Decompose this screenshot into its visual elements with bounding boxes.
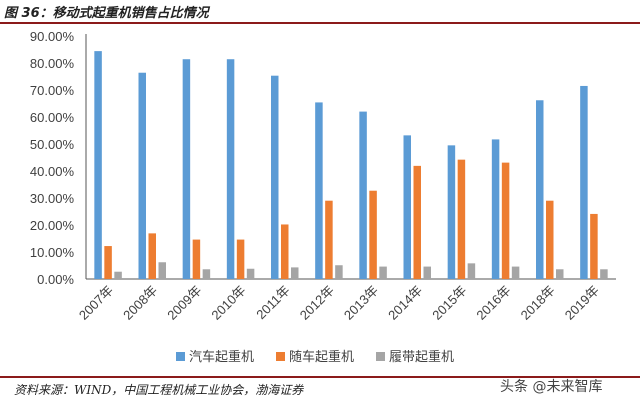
bar-随车起重机-2009年 <box>192 239 201 279</box>
bar-履带起重机-2013年 <box>379 266 387 279</box>
bar-汽车起重机-2012年 <box>315 102 323 279</box>
bar-随车起重机-2015年 <box>457 159 466 279</box>
y-tick-label: 50.00% <box>30 137 75 152</box>
y-tick-label: 10.00% <box>30 245 75 260</box>
bar-汽车起重机-2019年 <box>580 85 588 279</box>
x-tick-label: 2014年 <box>385 283 425 323</box>
bar-随车起重机-2012年 <box>325 200 333 279</box>
y-tick-label: 60.00% <box>30 110 75 125</box>
y-tick-label: 90.00% <box>30 29 75 44</box>
bar-汽车起重机-2016年 <box>491 139 500 279</box>
source-note: 资料来源：WIND，中国工程机械工业协会，渤海证券 <box>14 383 304 397</box>
bar-履带起重机-2010年 <box>246 268 255 279</box>
source-divider <box>0 376 640 378</box>
bar-履带起重机-2019年 <box>600 269 608 279</box>
bar-汽车起重机-2018年 <box>536 100 544 279</box>
bar-汽车起重机-2013年 <box>359 111 367 279</box>
bar-随车起重机-2011年 <box>281 224 289 279</box>
bar-履带起重机-2008年 <box>158 262 166 279</box>
figure-title: 图 36：移动式起重机销售占比情况 <box>4 6 209 21</box>
bar-随车起重机-2014年 <box>413 165 421 279</box>
bar-履带起重机-2016年 <box>511 266 520 279</box>
bar-随车起重机-2013年 <box>369 190 377 279</box>
legend-swatch <box>376 352 385 361</box>
y-tick-label: 30.00% <box>30 191 75 206</box>
x-tick-label: 2012年 <box>297 283 337 323</box>
legend-label: 汽车起重机 <box>189 349 254 364</box>
bar-汽车起重机-2008年 <box>138 72 146 279</box>
bar-汽车起重机-2009年 <box>182 59 191 279</box>
bar-履带起重机-2012年 <box>335 265 343 279</box>
bar-履带起重机-2011年 <box>291 267 299 279</box>
y-tick-label: 80.00% <box>30 56 75 71</box>
bar-履带起重机-2009年 <box>202 269 211 279</box>
bar-履带起重机-2018年 <box>556 269 564 279</box>
bar-汽车起重机-2014年 <box>403 135 411 279</box>
x-tick-label: 2010年 <box>208 283 248 323</box>
legend-swatch <box>176 352 185 361</box>
x-tick-label: 2011年 <box>253 283 293 323</box>
y-tick-label: 0.00% <box>37 272 74 287</box>
bar-汽车起重机-2011年 <box>271 75 279 279</box>
x-tick-label: 2019年 <box>562 283 602 323</box>
legend-label: 随车起重机 <box>289 349 354 364</box>
bar-汽车起重机-2007年 <box>94 51 102 280</box>
x-tick-label: 2015年 <box>429 283 469 323</box>
legend-swatch <box>276 352 285 361</box>
y-tick-label: 70.00% <box>30 83 75 98</box>
bar-汽车起重机-2015年 <box>447 145 456 279</box>
x-tick-label: 2013年 <box>341 283 381 323</box>
x-tick-label: 2018年 <box>518 283 558 323</box>
bar-履带起重机-2014年 <box>423 266 431 279</box>
bar-随车起重机-2007年 <box>104 246 112 279</box>
title-divider <box>0 22 640 24</box>
bar-随车起重机-2018年 <box>546 200 554 279</box>
x-tick-label: 2016年 <box>473 283 513 323</box>
bar-履带起重机-2015年 <box>467 263 476 279</box>
bar-随车起重机-2008年 <box>148 233 156 279</box>
x-tick-label: 2007年 <box>76 283 116 323</box>
bar-随车起重机-2010年 <box>236 239 245 279</box>
y-tick-label: 40.00% <box>30 164 75 179</box>
bar-随车起重机-2016年 <box>501 162 510 279</box>
bar-汽车起重机-2010年 <box>226 59 235 279</box>
x-tick-label: 2008年 <box>120 283 160 323</box>
x-tick-label: 2009年 <box>164 283 204 323</box>
bar-chart: 0.00% 10.00% 20.00% 30.00% 40.00% 50.00% 60.00… <box>30 29 616 364</box>
bar-随车起重机-2019年 <box>590 213 598 279</box>
legend-label: 履带起重机 <box>389 349 454 364</box>
y-tick-label: 20.00% <box>30 218 75 233</box>
watermark: 头条 @未来智库 <box>500 379 603 395</box>
bar-履带起重机-2007年 <box>114 271 122 279</box>
